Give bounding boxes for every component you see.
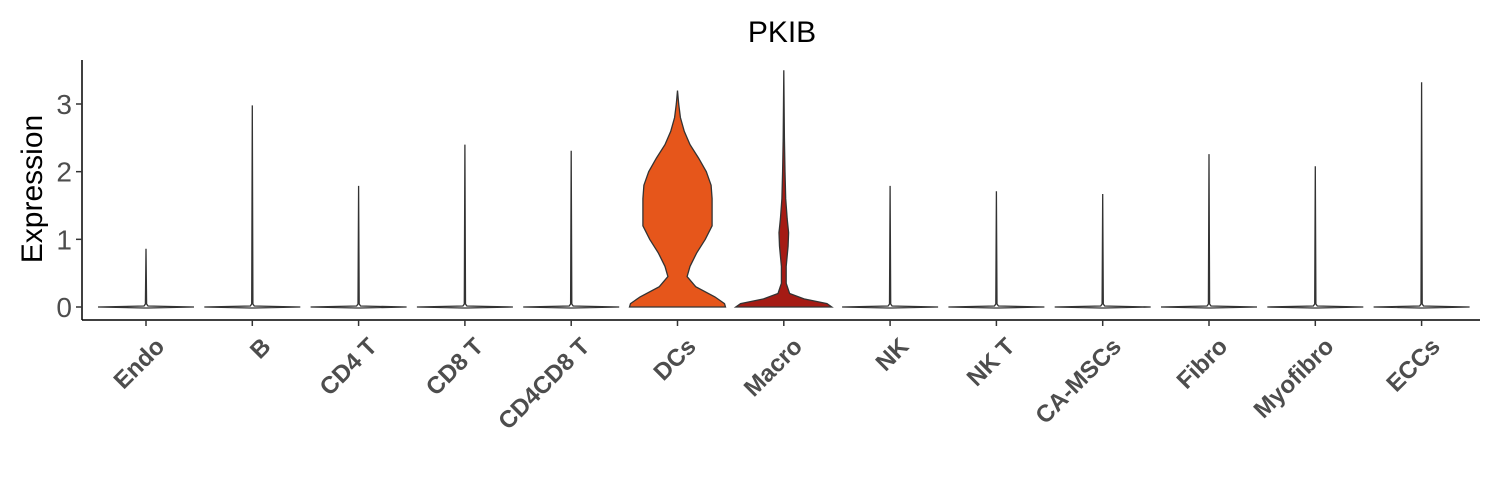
x-tick-label-ca-mscs: CA-MSCs [1030,333,1126,429]
violin-cd4cd8-t [523,150,620,309]
violin-dcs [628,90,727,308]
x-tick-label-nk-t: NK T [962,333,1021,392]
x-tick-label-endo: Endo [109,333,171,395]
violin-b [204,105,301,309]
violin-group [97,70,1470,309]
x-tick-label-dcs: DCs [649,333,702,386]
violin-myofibro [1267,166,1364,309]
violin-nk [842,185,939,309]
violin-cd4-t [310,185,407,309]
violin-ca-mscs [1054,193,1151,309]
y-tick-label: 3 [56,89,72,120]
violin-cd8-t [416,144,513,309]
chart-title: PKIB [748,16,816,49]
x-tick-label-myofibro: Myofibro [1249,333,1340,424]
y-axis-label: Expression [16,115,49,263]
y-tick-label: 2 [56,157,72,188]
x-tick-label-cd4cd8-t: CD4CD8 T [493,333,595,435]
y-ticks: 0 1 2 3 [56,89,82,323]
violin-fibro [1160,154,1258,309]
x-tick-label-cd4-t: CD4 T [315,333,383,401]
y-tick-label: 1 [56,224,72,255]
violin-endo [97,248,195,309]
x-tick-label-fibro: Fibro [1172,333,1234,395]
x-tick-label-b: B [245,333,276,364]
x-tick-label-cd8-t: CD8 T [421,333,489,401]
x-tick-label-eccs: ECCs [1381,333,1445,397]
violin-eccs [1373,82,1470,309]
violin-nk-t [948,191,1045,309]
x-tick-label-macro: Macro [739,333,808,402]
violin-macro [733,70,834,308]
x-ticks: Endo B CD4 T CD8 T CD4CD8 T DCs Macro NK NK T CA-… [109,320,1446,435]
x-tick-label-nk: NK [871,333,915,377]
y-tick-label: 0 [56,292,72,323]
